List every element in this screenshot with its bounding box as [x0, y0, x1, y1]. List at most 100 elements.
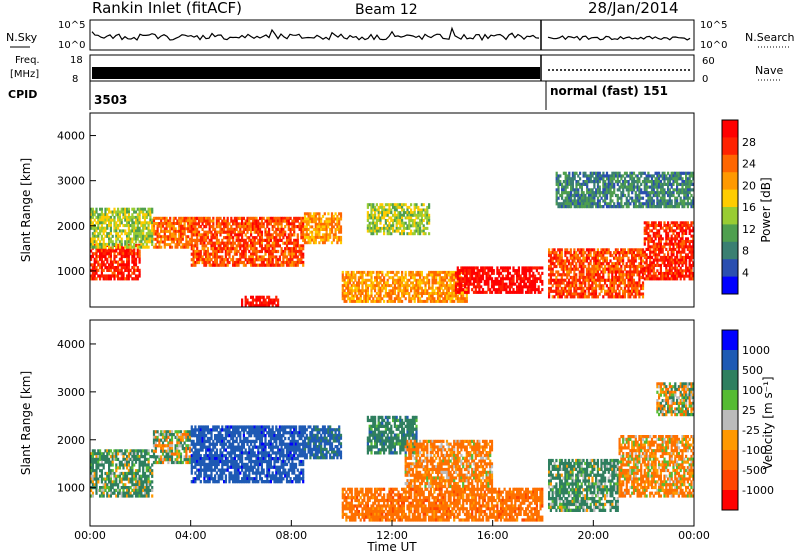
power-cell [268, 260, 271, 265]
power-cell [614, 267, 617, 271]
power-cell [395, 216, 398, 220]
power-cell [259, 263, 262, 267]
power-cell [620, 185, 623, 189]
power-cell [578, 295, 581, 299]
power-cell [558, 281, 562, 285]
power-cell [555, 281, 558, 285]
power-cell [113, 210, 116, 214]
power-cell [667, 274, 670, 278]
power-cell [445, 281, 449, 285]
power-cell [361, 270, 364, 274]
power-cell [294, 238, 298, 242]
power-cell [649, 271, 652, 275]
power-cell [255, 241, 258, 245]
power-cell [133, 252, 136, 256]
power-cell [667, 258, 670, 262]
power-cell [575, 281, 578, 285]
power-cell [179, 237, 183, 241]
power-cell [667, 237, 670, 241]
power-cell [598, 253, 601, 258]
power-cell [244, 301, 247, 305]
power-cell [562, 278, 565, 282]
power-cell [379, 229, 382, 233]
power-cell [113, 271, 116, 275]
power-cell [570, 185, 573, 189]
power-cell [625, 262, 628, 266]
power-cell [285, 260, 289, 265]
power-cell [277, 241, 280, 245]
power-cell [618, 196, 621, 200]
power-cell [375, 273, 378, 277]
power-cell [620, 281, 623, 285]
power-cell [688, 271, 691, 275]
power-cell [99, 226, 102, 230]
power-cell [505, 277, 508, 281]
power-cell [645, 261, 648, 265]
power-cell [375, 297, 378, 301]
nsky-tick-min: 10^0 [58, 40, 85, 51]
power-cell [641, 191, 645, 195]
power-cell [345, 284, 348, 288]
power-cell [587, 281, 590, 285]
power-cell [575, 205, 578, 209]
power-cell [490, 266, 494, 270]
power-cell [383, 299, 386, 303]
power-cell [374, 289, 377, 293]
power-cell [679, 277, 682, 281]
power-cell [402, 226, 405, 230]
power-cell [395, 294, 398, 298]
power-cell [690, 234, 693, 238]
power-cell [120, 210, 123, 214]
power-cell [569, 286, 572, 291]
power-cell [634, 174, 637, 178]
power-cell [677, 234, 680, 238]
power-cell [190, 247, 193, 251]
power-cell [674, 258, 677, 262]
power-cell [576, 295, 580, 299]
power-cell [291, 247, 294, 251]
power-cell [104, 257, 107, 261]
power-cell [580, 191, 583, 195]
power-cell [127, 232, 130, 236]
power-cell [607, 174, 610, 178]
power-cell [293, 260, 296, 265]
power-cell [255, 298, 258, 302]
power-cell [282, 255, 285, 259]
power-cell [564, 180, 567, 184]
power-cell [156, 235, 159, 239]
power-cell [134, 215, 138, 219]
power-cell [594, 284, 598, 288]
power-cell [591, 270, 594, 274]
power-cell [415, 289, 418, 293]
power-cell [138, 249, 141, 253]
power-cell [203, 238, 206, 242]
power-cell [383, 284, 386, 288]
power-cell [690, 247, 693, 251]
power-cell [553, 295, 556, 299]
power-cell [147, 210, 150, 214]
power-cell [102, 237, 105, 241]
power-cell [659, 182, 662, 186]
power-cell [593, 182, 596, 186]
power-cell [215, 258, 218, 262]
power-cell [611, 199, 614, 203]
power-cell [677, 239, 680, 243]
power-cell [517, 285, 520, 289]
power-cell [100, 221, 103, 225]
power-cell [494, 277, 497, 281]
power-cell [451, 294, 454, 298]
power-cell [172, 219, 175, 223]
power-cell [640, 259, 643, 263]
power-cell [598, 267, 601, 271]
power-cell [560, 262, 563, 266]
power-cell [679, 250, 682, 254]
power-cell [534, 282, 537, 286]
power-cell [390, 294, 393, 298]
power-cell [620, 264, 623, 269]
power-cell [618, 251, 621, 255]
power-cell [600, 284, 603, 288]
power-cell [688, 255, 691, 259]
power-cell [266, 222, 269, 226]
power-cell [526, 277, 529, 281]
power-cell [609, 199, 612, 203]
